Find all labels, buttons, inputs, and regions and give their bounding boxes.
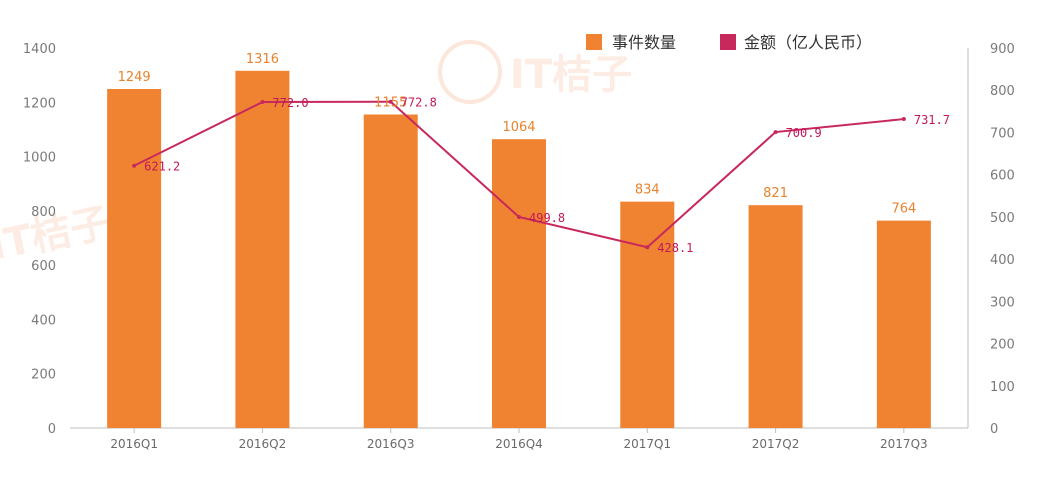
y-left-tick-label: 0 <box>48 422 56 437</box>
bar <box>235 70 290 429</box>
line-point <box>388 99 393 104</box>
x-tick-label: 2016Q2 <box>239 437 287 451</box>
bar <box>107 88 162 428</box>
line-value-label: 772.8 <box>401 96 437 110</box>
y-right-tick-label: 300 <box>990 295 1015 310</box>
y-left-tick-label: 800 <box>31 205 56 220</box>
bar-value-label: 1064 <box>502 120 535 135</box>
x-tick-label: 2017Q3 <box>880 437 928 451</box>
line-point <box>773 130 778 135</box>
x-tick-label: 2016Q3 <box>367 437 415 451</box>
watermark-text: IT桔子 <box>510 52 632 98</box>
y-right-tick-label: 700 <box>990 126 1015 141</box>
line-point <box>260 100 265 105</box>
y-right-tick-label: 100 <box>990 380 1015 395</box>
bar <box>876 220 931 428</box>
line-value-label: 428.1 <box>657 241 693 255</box>
legend-swatch-amount <box>720 34 736 50</box>
bar <box>363 114 418 428</box>
line-value-label: 700.9 <box>786 126 822 140</box>
line-value-label: 731.7 <box>914 113 950 127</box>
x-tick-label: 2017Q2 <box>752 437 800 451</box>
line-point <box>901 117 906 122</box>
y-right-tick-label: 0 <box>990 422 998 437</box>
y-left-tick-label: 400 <box>31 313 56 328</box>
x-tick-label: 2016Q4 <box>495 437 543 451</box>
y-left-tick-label: 600 <box>31 259 56 274</box>
y-left-tick-label: 1200 <box>23 96 56 111</box>
y-right-tick-label: 400 <box>990 253 1015 268</box>
y-right-tick-label: 200 <box>990 338 1015 353</box>
axes: 0 200 400 600 800 1000 1200 1400 0 100 200 300 400 50… <box>23 42 1015 451</box>
line-series <box>132 99 906 250</box>
line-point <box>517 214 521 219</box>
y-right-tick-label: 600 <box>990 169 1015 184</box>
bar-value-label: 821 <box>763 186 788 201</box>
line-point <box>645 245 650 250</box>
bar-value-label: 1249 <box>118 70 151 85</box>
bar <box>748 205 803 428</box>
bar-value-label: 1316 <box>246 52 279 67</box>
legend: 事件数量 金额（亿人民币） <box>586 33 872 52</box>
y-right-tick-label: 900 <box>990 42 1015 57</box>
bar <box>492 139 546 428</box>
bar-value-label: 834 <box>635 183 660 198</box>
x-tick-label: 2017Q1 <box>623 437 671 451</box>
line-point <box>132 163 137 168</box>
y-left-tick-label: 200 <box>31 368 56 383</box>
legend-label-count: 事件数量 <box>612 33 676 52</box>
bar <box>620 201 675 428</box>
bar-series <box>107 70 931 429</box>
line-value-label: 499.8 <box>529 211 565 225</box>
y-left-tick-label: 1400 <box>23 42 56 57</box>
watermark-text-left: IT桔子 <box>0 200 115 270</box>
legend-label-amount: 金额（亿人民币） <box>744 33 872 52</box>
y-left-tick-label: 1000 <box>23 151 56 166</box>
legend-swatch-count <box>586 34 602 50</box>
line-value-label: 621.2 <box>144 160 180 174</box>
y-right-tick-label: 500 <box>990 211 1015 226</box>
x-tick-label: 2016Q1 <box>110 437 158 451</box>
watermark-logo-icon <box>438 40 502 104</box>
line-value-label: 772.0 <box>272 96 308 110</box>
data-labels: 1249 1316 1155 1064 834 821 764 621.2 772.0 772.8… <box>118 52 950 255</box>
y-right-tick-label: 800 <box>990 84 1015 99</box>
bar-value-label: 764 <box>891 202 916 217</box>
bar-value-label: 1155 <box>374 96 407 111</box>
